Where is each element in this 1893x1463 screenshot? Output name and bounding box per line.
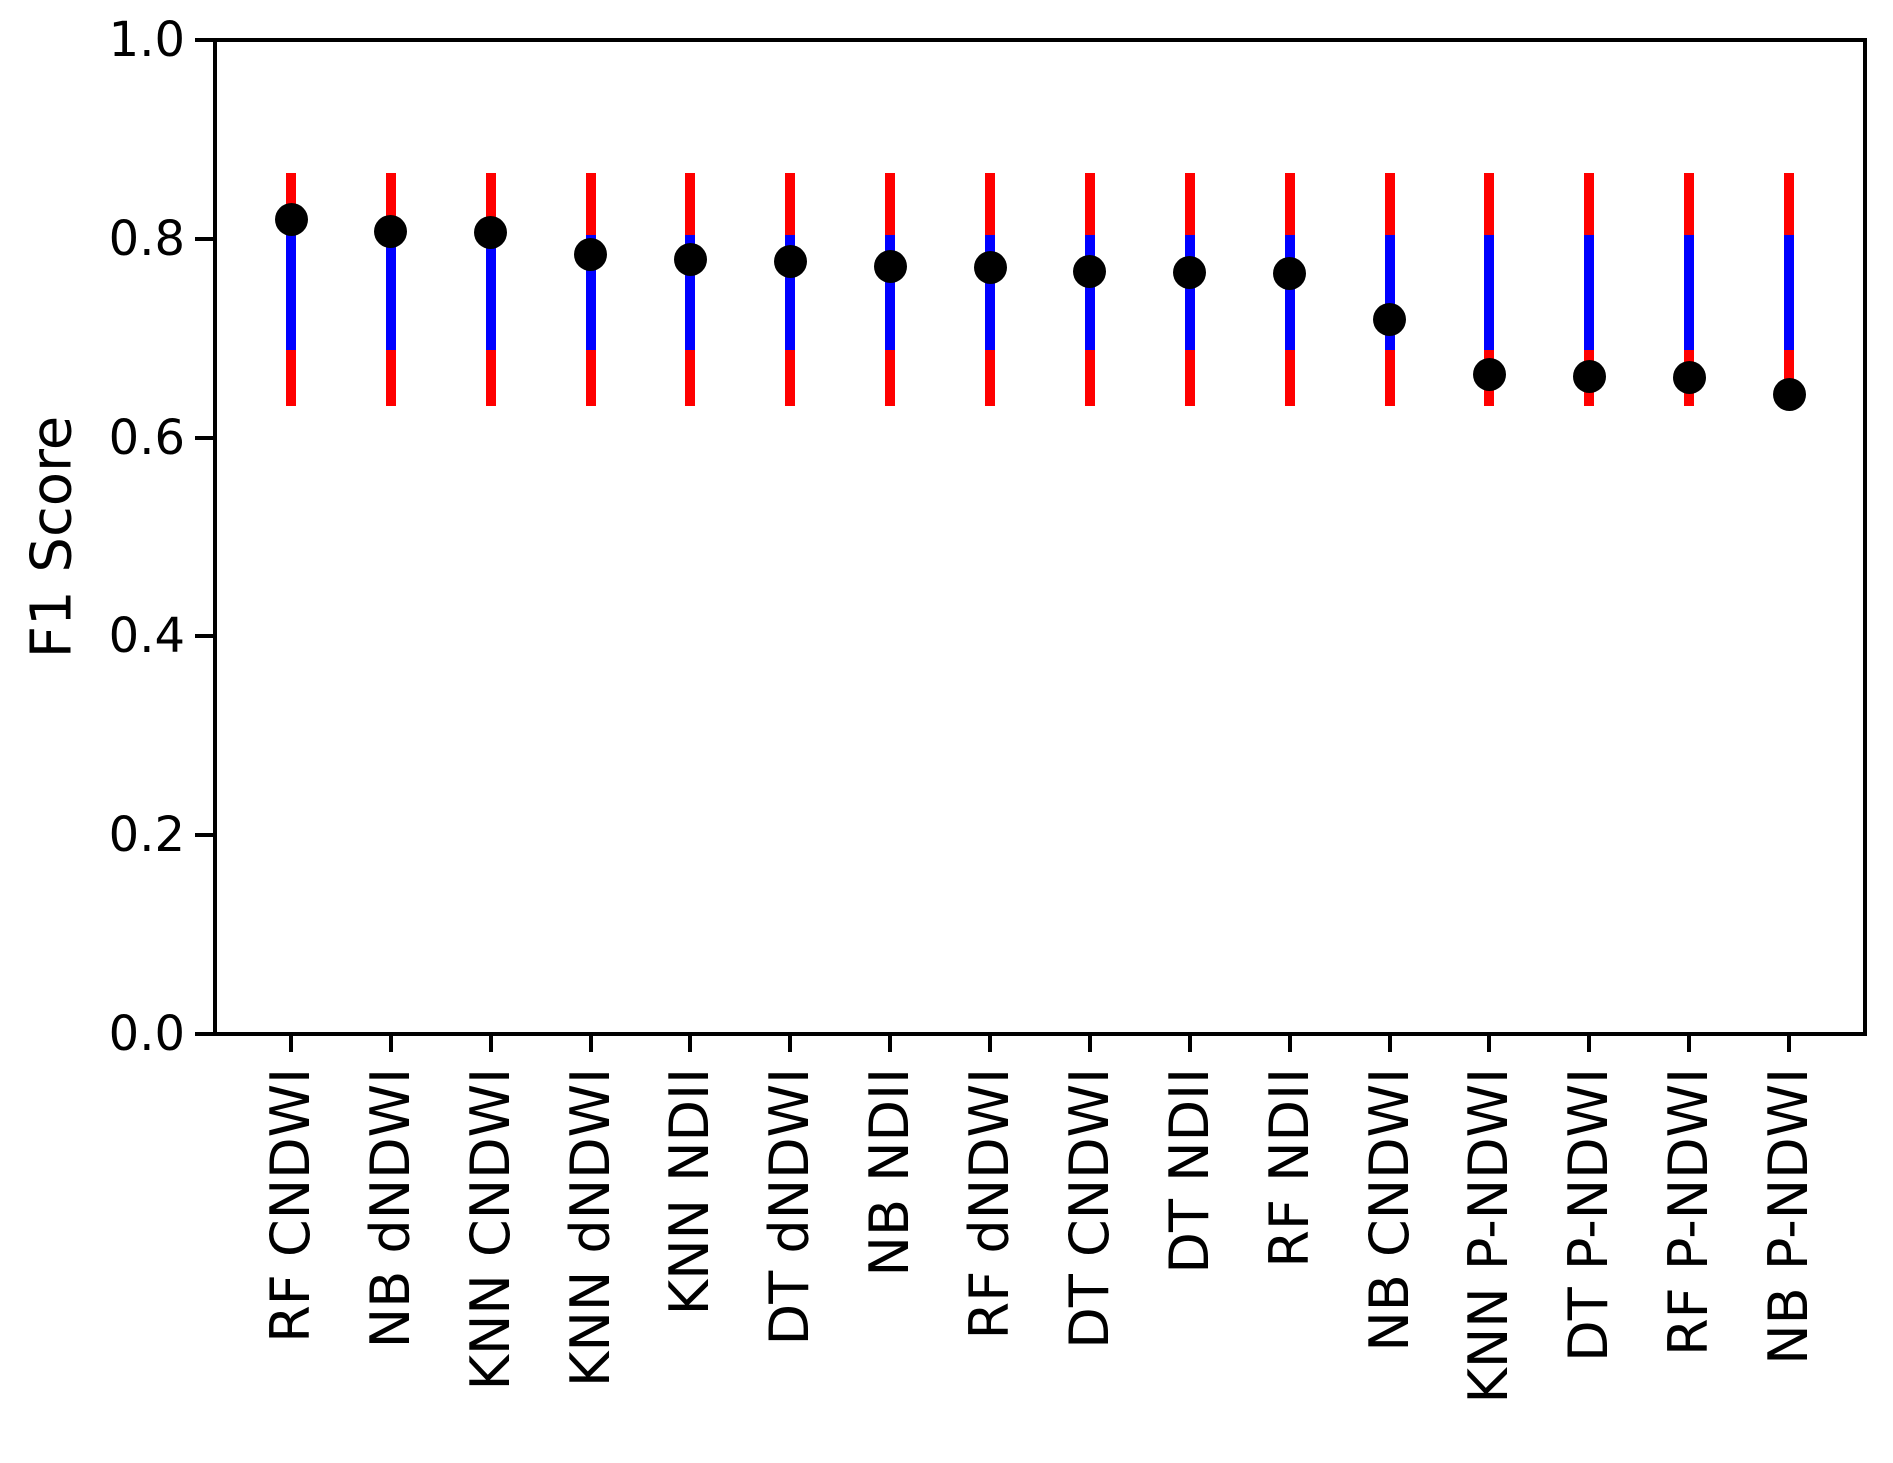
x-axis-tick (289, 1034, 293, 1052)
y-axis-tick (195, 1032, 215, 1036)
x-axis-tick (988, 1034, 993, 1052)
data-point (1472, 358, 1506, 392)
x-axis-tick-label: NB NDII (858, 1068, 922, 1277)
x-axis-tick-label: KNN CNDWI (458, 1068, 522, 1391)
inner-range-bar (985, 234, 996, 351)
inner-range-bar (1184, 234, 1195, 351)
y-axis-tick (195, 435, 215, 440)
inner-range-bar (585, 234, 596, 351)
data-point (873, 250, 907, 284)
y-axis-tick-label: 0.0 (108, 1006, 185, 1062)
data-point (1173, 256, 1207, 290)
data-point (673, 243, 707, 277)
y-axis-tick-label: 1.0 (108, 12, 185, 68)
inner-range-bar (1284, 234, 1295, 351)
data-point (773, 245, 807, 279)
data-point (1672, 361, 1706, 395)
y-axis-tick-label: 0.6 (108, 409, 185, 466)
x-axis-tick-label: DT CNDWI (1057, 1068, 1121, 1349)
data-point (474, 216, 508, 250)
y-axis-tick-label: 0.8 (108, 210, 185, 267)
plot-box (213, 38, 1867, 1036)
x-axis-tick (1387, 1034, 1392, 1052)
data-point (1572, 360, 1606, 394)
y-axis-tick (195, 236, 215, 241)
inner-range-bar (685, 234, 696, 351)
x-axis-tick-label: KNN dNDWI (558, 1068, 622, 1387)
y-axis-tick-label: 0.2 (108, 807, 185, 864)
inner-range-bar (485, 234, 496, 351)
x-axis-tick (1687, 1034, 1692, 1052)
data-point (374, 215, 408, 249)
data-point (973, 251, 1007, 285)
x-axis-tick (888, 1034, 893, 1052)
data-point (574, 238, 608, 272)
inner-range-bar (1784, 234, 1794, 351)
x-axis-tick (1487, 1034, 1492, 1052)
inner-range-bar (1084, 234, 1095, 351)
y-axis-tick (195, 833, 215, 838)
x-axis-tick (388, 1034, 393, 1052)
x-axis-tick (488, 1034, 493, 1052)
inner-range-bar (885, 234, 896, 351)
y-axis-tick (195, 634, 215, 639)
x-axis-tick (588, 1034, 593, 1052)
x-axis-tick (688, 1034, 693, 1052)
x-axis-tick (1587, 1034, 1592, 1052)
x-axis-tick-label: NB dNDWI (358, 1068, 422, 1349)
x-axis-tick-label: KNN P-NDWI (1457, 1068, 1521, 1404)
x-axis-tick (1787, 1034, 1791, 1052)
data-point (1273, 257, 1307, 291)
inner-range-bar (385, 234, 396, 351)
y-axis-tick (195, 38, 215, 42)
x-axis-tick-label: RF P-NDWI (1657, 1068, 1721, 1356)
inner-range-bar (1384, 234, 1395, 351)
x-axis-tick-label: RF NDII (1257, 1068, 1321, 1268)
x-axis-tick-label: RF dNDWI (958, 1068, 1022, 1340)
x-axis-tick (1287, 1034, 1292, 1052)
data-point (1073, 255, 1107, 289)
inner-range-bar (1684, 234, 1695, 351)
x-axis-tick-label: NB CNDWI (1357, 1068, 1421, 1352)
x-axis-tick-label: RF CNDWI (259, 1068, 322, 1343)
x-axis-tick (788, 1034, 793, 1052)
x-axis-tick-label: DT P-NDWI (1557, 1068, 1621, 1362)
x-axis-tick-label: DT NDII (1157, 1068, 1221, 1274)
data-point (1373, 302, 1407, 336)
x-axis-tick-label: KNN NDII (658, 1068, 722, 1316)
inner-range-bar (1484, 234, 1495, 351)
inner-range-bar (286, 234, 296, 351)
data-point (274, 203, 308, 237)
x-axis-tick-label: NB P-NDWI (1757, 1068, 1820, 1365)
inner-range-bar (785, 234, 796, 351)
inner-range-bar (1584, 234, 1595, 351)
y-axis-tick-label: 0.4 (108, 608, 185, 665)
data-point (1772, 378, 1806, 412)
x-axis-tick-label: DT dNDWI (758, 1068, 822, 1346)
x-axis-tick (1087, 1034, 1092, 1052)
x-axis-tick (1187, 1034, 1192, 1052)
